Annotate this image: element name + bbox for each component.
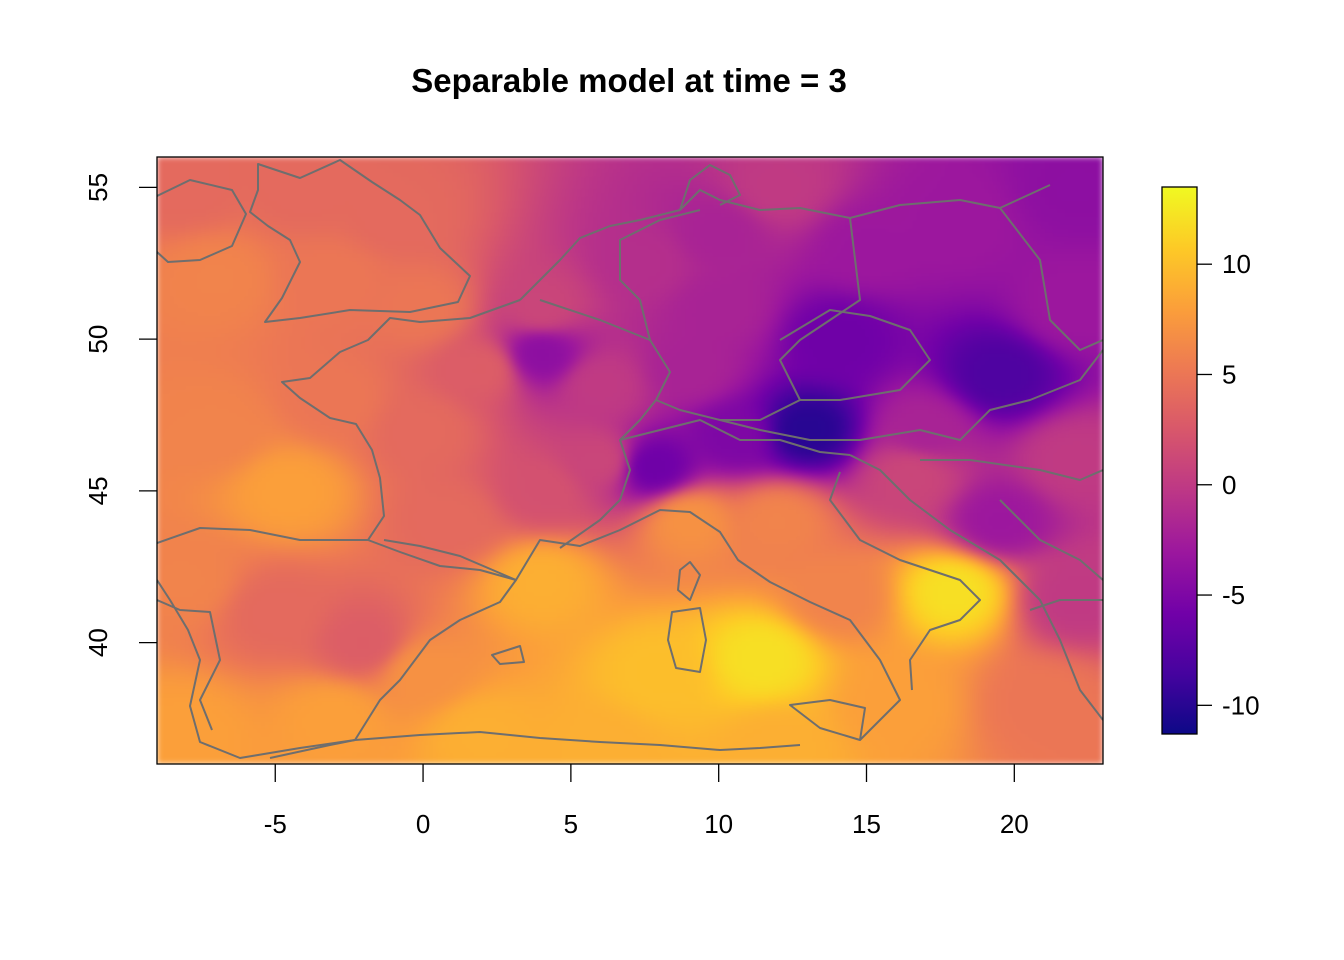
- coastline-north-sea: [519, 184, 1051, 301]
- coastline-sardinia: [667, 607, 707, 673]
- border-iberia: [157, 599, 221, 731]
- colorbar-ticks: -10 -5 0 5 10: [1197, 249, 1260, 720]
- border-poland: [999, 207, 1103, 351]
- y-axis: 40 45 50 55: [83, 173, 157, 657]
- chart-title: Separable model at time = 3: [411, 62, 847, 99]
- border-france-germany: [539, 299, 671, 549]
- y-tick-label: 40: [83, 628, 113, 657]
- y-tick-label: 45: [83, 476, 113, 505]
- colorbar: -10 -5 0 5 10: [1161, 186, 1260, 735]
- x-tick-label: 0: [416, 809, 430, 839]
- y-tick-label: 50: [83, 325, 113, 354]
- coastlines: [157, 159, 1103, 759]
- x-tick-label: 20: [1000, 809, 1029, 839]
- colorbar-bar: [1161, 186, 1198, 735]
- colorbar-tick-label: 0: [1222, 470, 1236, 500]
- coastline-ireland: [157, 179, 247, 263]
- coastline-balkans: [849, 454, 1103, 721]
- colorbar-tick-label: -10: [1222, 690, 1260, 720]
- coastline-sicily: [789, 699, 866, 741]
- coastline-italy-east: [829, 471, 981, 691]
- border-pyrenees: [383, 539, 517, 581]
- plot-frame: [156, 156, 1104, 765]
- border-austria-hungary: [719, 349, 1103, 441]
- coastline-med-north: [515, 509, 901, 741]
- x-tick-label: -5: [264, 809, 287, 839]
- border-balkans: [920, 459, 1103, 611]
- colorbar-tick-label: 5: [1222, 359, 1236, 389]
- x-tick-label: 10: [704, 809, 733, 839]
- colorbar-tick-label: 10: [1222, 249, 1251, 279]
- x-tick-label: 5: [564, 809, 578, 839]
- coastline-great-britain: [249, 159, 471, 323]
- colorbar-tick-label: -5: [1222, 580, 1245, 610]
- border-alps: [619, 419, 851, 456]
- coastline-france-atlantic: [281, 299, 521, 541]
- coastline-corsica: [677, 561, 701, 601]
- y-tick-label: 55: [83, 173, 113, 202]
- coastline-iberia: [157, 527, 517, 759]
- coastline-north-africa: [269, 731, 801, 759]
- border-czech: [779, 309, 931, 401]
- coastline-balearics: [491, 645, 525, 665]
- coastline-denmark: [679, 164, 741, 211]
- x-axis: -5 0 5 10 15 20: [264, 764, 1029, 839]
- x-tick-label: 15: [852, 809, 881, 839]
